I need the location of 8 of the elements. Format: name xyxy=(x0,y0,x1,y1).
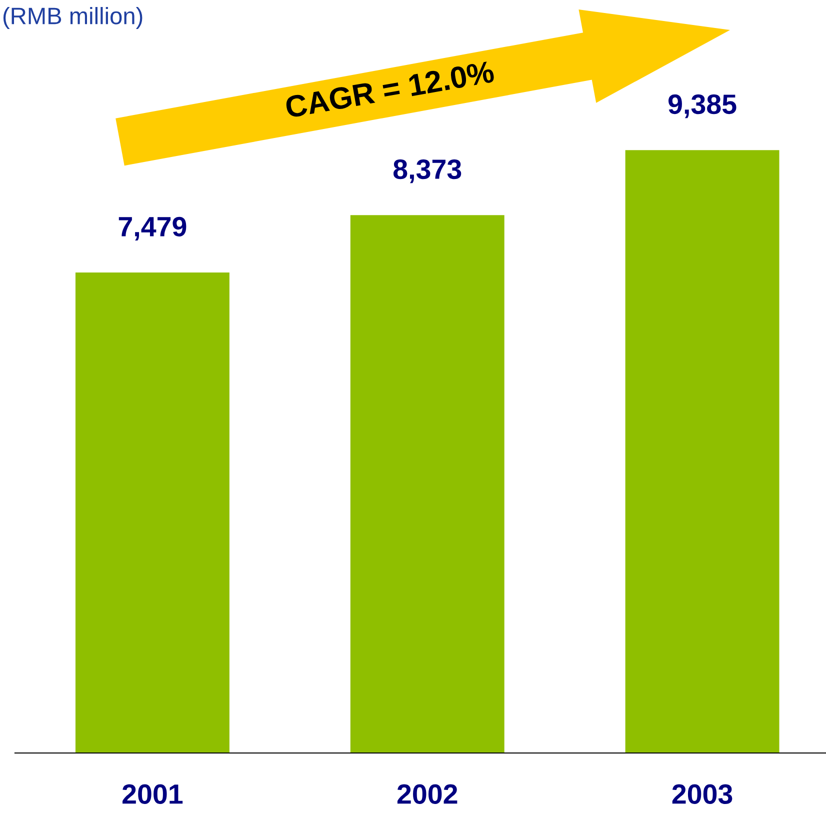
data-label: 8,373 xyxy=(394,159,462,184)
text: CAGR = 12.0% xyxy=(284,60,495,118)
data-label: 7,479 xyxy=(118,216,186,241)
x-tick-label: 2002 xyxy=(397,784,458,804)
x-tick-label: 2003 xyxy=(672,784,732,804)
chart-subtitle: (RMB million) xyxy=(3,6,142,29)
x-tick-label: 2001 xyxy=(122,784,183,804)
data-label: 9,385 xyxy=(668,94,736,118)
